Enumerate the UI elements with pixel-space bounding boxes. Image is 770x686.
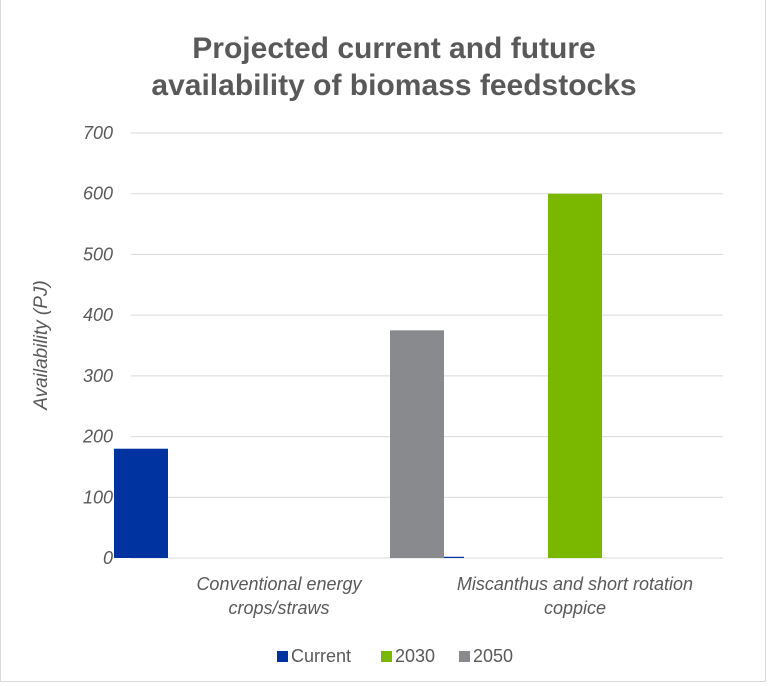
y-tick-label: 700 [83, 123, 113, 143]
y-tick-label: 0 [103, 548, 113, 568]
legend-label: 2050 [473, 646, 513, 666]
y-axis-label: Availability (PJ) [31, 280, 52, 411]
category-label: crops/straws [228, 598, 329, 618]
legend-swatch [459, 651, 470, 662]
legend-swatch [381, 651, 392, 662]
y-tick-label: 400 [83, 305, 113, 325]
chart-title-line: availability of biomass feedstocks [151, 69, 636, 102]
legend: Current 2030 2050 [277, 646, 513, 666]
y-axis-ticks: 0 100 200 300 400 500 600 700 [82, 123, 113, 568]
legend-label: Current [291, 646, 351, 666]
chart-title-line: Projected current and future [192, 32, 595, 65]
legend-label: 2030 [395, 646, 435, 666]
category-label: Miscanthus and short rotation [457, 574, 693, 594]
bar-current [114, 448, 168, 558]
y-tick-label: 100 [83, 487, 113, 507]
y-tick-label: 300 [83, 366, 113, 386]
category-label: Conventional energy [196, 574, 362, 594]
category-label: coppice [544, 598, 606, 618]
x-axis-categories: Conventional energy crops/straws Miscanthu… [196, 574, 693, 618]
legend-swatch [277, 651, 288, 662]
chart-title: Projected current and future availability… [151, 32, 636, 102]
y-axis-title: Availability (PJ) [31, 280, 52, 411]
y-tick-label: 200 [82, 427, 113, 447]
y-tick-label: 600 [83, 184, 113, 204]
bars [114, 193, 602, 558]
y-tick-label: 500 [83, 244, 113, 264]
bar-2030 [548, 193, 602, 558]
bar-2050 [390, 330, 444, 558]
